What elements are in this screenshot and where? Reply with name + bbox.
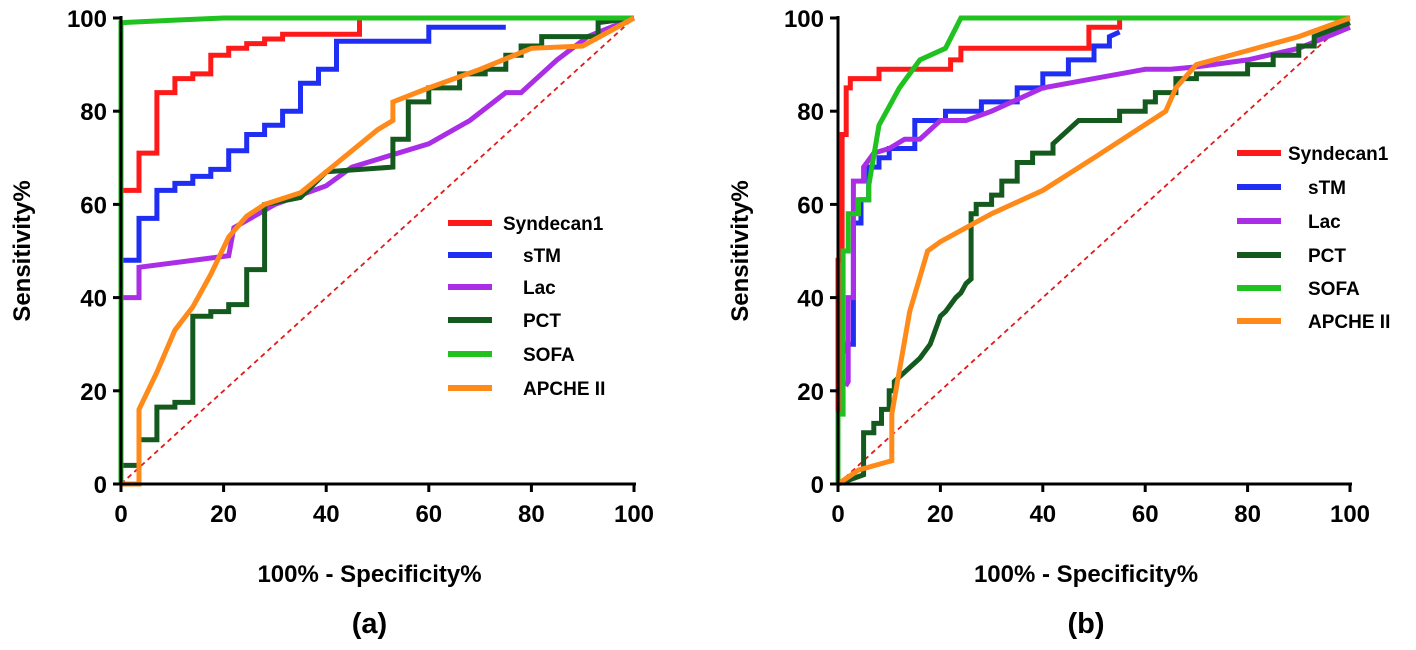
series-line-sofa-b (835, 15, 1350, 484)
y-tick-label-b: 100 (784, 6, 824, 33)
legend-label-stm-a: sTM (523, 246, 561, 267)
x-tick-label-a: 20 (210, 501, 237, 528)
y-tick-label-b: 60 (797, 192, 824, 219)
x-tick-label-b: 20 (927, 501, 954, 528)
series-group-a (118, 15, 636, 487)
legend-label-pct-a: PCT (523, 311, 561, 332)
legend-label-sofa-b: SOFA (1308, 279, 1360, 300)
panel-label-b: (b) (1067, 608, 1104, 640)
y-axis-title-a: Sensitivity% (9, 180, 36, 321)
y-tick-label-a: 60 (80, 192, 107, 219)
legend-b: Syndecan1 sTM Lac PCT SOFA APCHE II (1237, 144, 1390, 333)
x-tick-label-a: 40 (313, 501, 340, 528)
legend-label-stm-b: sTM (1308, 178, 1346, 199)
x-tick-label-a: 0 (114, 501, 127, 528)
y-tick-label-a: 80 (80, 99, 107, 126)
legend-label-syndecan1-a: Syndecan1 (503, 214, 604, 235)
panel-a: 0 20 40 60 80 100 0 20 40 60 80 100 100% - Specifici… (9, 6, 654, 640)
panel-label-a: (a) (352, 608, 387, 640)
legend-label-lac-a: Lac (523, 278, 556, 299)
reference-diagonal-a (120, 17, 635, 485)
y-tick-label-a: 100 (67, 6, 107, 33)
x-tick-label-b: 60 (1132, 501, 1159, 528)
x-tick-label-b: 0 (831, 501, 844, 528)
legend-label-syndecan1-b: Syndecan1 (1288, 144, 1389, 165)
legend-label-pct-b: PCT (1308, 246, 1346, 267)
series-line-lac-b (843, 24, 1351, 388)
x-axis-title-b: 100% - Specificity% (974, 561, 1198, 588)
x-tick-label-b: 40 (1029, 501, 1056, 528)
series-line-lac-a (118, 15, 635, 484)
series-group-b (835, 15, 1351, 487)
x-tick-label-a: 100 (614, 501, 654, 528)
y-tick-label-b: 20 (797, 379, 824, 406)
y-tick-label-a: 0 (94, 472, 107, 499)
y-tick-label-b: 80 (797, 99, 824, 126)
y-tick-label-a: 20 (80, 379, 107, 406)
series-line-apche-ii-a (121, 15, 636, 487)
series-line-apche-ii-b (836, 15, 1351, 487)
legend-a: Syndecan1 sTM Lac PCT SOFA APCHE II (448, 214, 605, 400)
x-tick-label-b: 80 (1234, 501, 1261, 528)
y-axis-title-b: Sensitivity% (727, 180, 754, 321)
x-tick-label-a: 60 (415, 501, 442, 528)
y-tick-label-b: 0 (811, 472, 824, 499)
legend-label-sofa-a: SOFA (523, 345, 575, 366)
y-tick-label-b: 40 (797, 286, 824, 313)
reference-diagonal-b (837, 17, 1351, 485)
series-line-syndecan1-b (835, 15, 1350, 484)
y-tick-label-a: 40 (80, 286, 107, 313)
series-line-syndecan1-a (118, 15, 634, 484)
series-line-stm-a (118, 24, 506, 484)
x-axis-title-a: 100% - Specificity% (257, 561, 481, 588)
panel-b: 0 20 40 60 80 100 0 20 40 60 80 100 100% - Specifici… (727, 6, 1390, 640)
x-tick-label-b: 100 (1330, 501, 1370, 528)
legend-label-apche-ii-b: APCHE II (1308, 312, 1390, 333)
legend-label-lac-b: Lac (1308, 212, 1341, 233)
x-tick-label-a: 80 (518, 501, 545, 528)
legend-label-apche-ii-a: APCHE II (523, 379, 605, 400)
